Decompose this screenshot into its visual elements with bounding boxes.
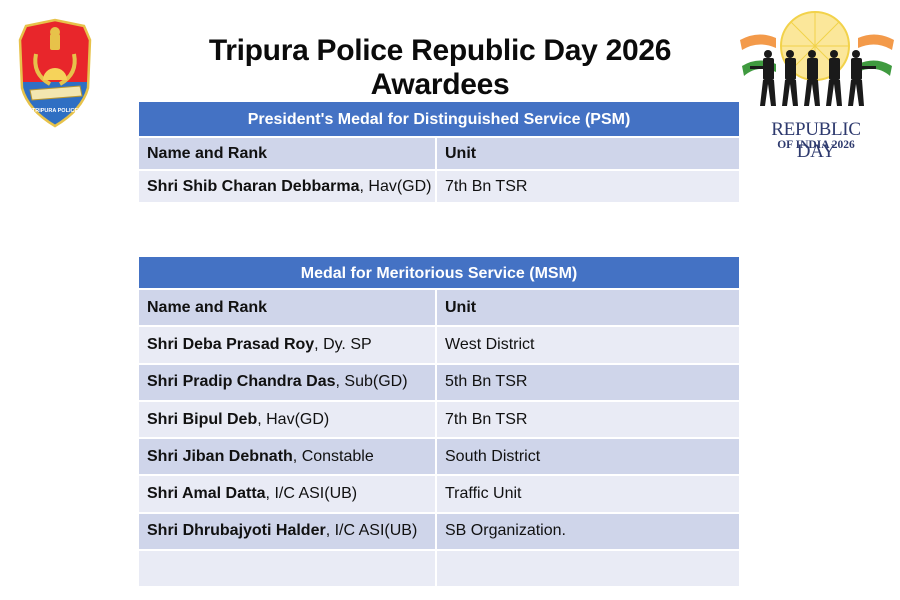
unit-cell: 5th Bn TSR [445,373,528,391]
awardee-name: Shri Dhrubajyoti Halder [147,522,326,540]
table-row: Shri Deba Prasad Roy, Dy. SP West Distri… [139,327,739,365]
psm-table: President's Medal for Distinguished Serv… [139,102,739,204]
page-title: Tripura Police Republic Day 2026 Awardee… [208,34,672,101]
unit-cell: South District [445,447,541,465]
awardee-rank: , I/C ASI(UB) [325,522,418,540]
awardee-rank: , Dy. SP [314,335,372,353]
table-row: Shri Dhrubajyoti Halder, I/C ASI(UB) SB … [139,513,739,552]
table-row: Shri Bipul Deb, Hav(GD) 7th Bn TSR [139,401,739,440]
psm-column-header-row: Name and Rank Unit [139,138,739,171]
table-row: Shri Amal Datta, I/C ASI(UB) Traffic Uni… [139,476,739,514]
column-header-name-rank: Name and Rank [139,290,437,326]
awardee-name: Shri Shib Charan Debbarma [147,177,360,195]
awardee-rank: , Hav(GD) [359,177,432,195]
name-rank-cell: Shri Dhrubajyoti Halder, I/C ASI(UB) [139,513,437,550]
tripura-police-badge-icon: TRIPURA POLICE [16,18,94,130]
name-rank-cell: Shri Pradip Chandra Das, Sub(GD) [139,364,437,400]
republic-day-year-label: OF INDIA 2026 [777,139,855,151]
awardee-name: Shri Jiban Debnath [147,447,293,465]
awardee-rank: , Sub(GD) [335,373,408,391]
column-header-unit: Unit [445,144,477,162]
unit-cell [437,551,739,586]
table-row: Shri Pradip Chandra Das, Sub(GD) 5th Bn … [139,364,739,402]
name-rank-cell: Shri Shib Charan Debbarma, Hav(GD) [139,171,437,202]
name-rank-cell: Shri Bipul Deb, Hav(GD) [139,401,437,438]
name-rank-cell: Shri Jiban Debnath, Constable [139,439,437,475]
republic-day-emblem-icon [738,6,896,156]
awardee-rank: , Hav(GD) [257,410,330,428]
name-rank-cell: Shri Deba Prasad Roy, Dy. SP [139,327,437,363]
msm-column-header-row: Name and Rank Unit [139,290,739,328]
msm-table-heading: Medal for Meritorious Service (MSM) [139,257,739,290]
name-rank-cell [139,551,437,587]
svg-text:TRIPURA POLICE: TRIPURA POLICE [32,108,79,114]
unit-cell: 7th Bn TSR [445,177,528,195]
awardee-name: Shri Pradip Chandra Das [147,373,336,391]
psm-table-heading: President's Medal for Distinguished Serv… [139,102,739,138]
unit-cell: SB Organization. [445,522,566,540]
table-row-empty [139,551,739,589]
awardee-name: Shri Amal Datta [147,485,266,503]
column-header-name-rank: Name and Rank [139,138,437,169]
awardee-rank: , I/C ASI(UB) [265,485,358,503]
unit-cell: 7th Bn TSR [445,410,528,428]
msm-table: Medal for Meritorious Service (MSM) Name… [139,257,739,589]
awardee-name: Shri Bipul Deb [147,410,258,428]
unit-cell: West District [445,335,535,353]
name-rank-cell: Shri Amal Datta, I/C ASI(UB) [139,476,437,512]
table-row: Shri Jiban Debnath, Constable South Dist… [139,439,739,477]
unit-cell: Traffic Unit [445,485,522,503]
table-row: Shri Shib Charan Debbarma, Hav(GD) 7th B… [139,171,739,204]
column-header-unit: Unit [445,298,477,316]
awardee-rank: , Constable [292,447,374,465]
awardee-name: Shri Deba Prasad Roy [147,335,315,353]
republic-day-label: REPUBLIC DAY [771,119,861,162]
